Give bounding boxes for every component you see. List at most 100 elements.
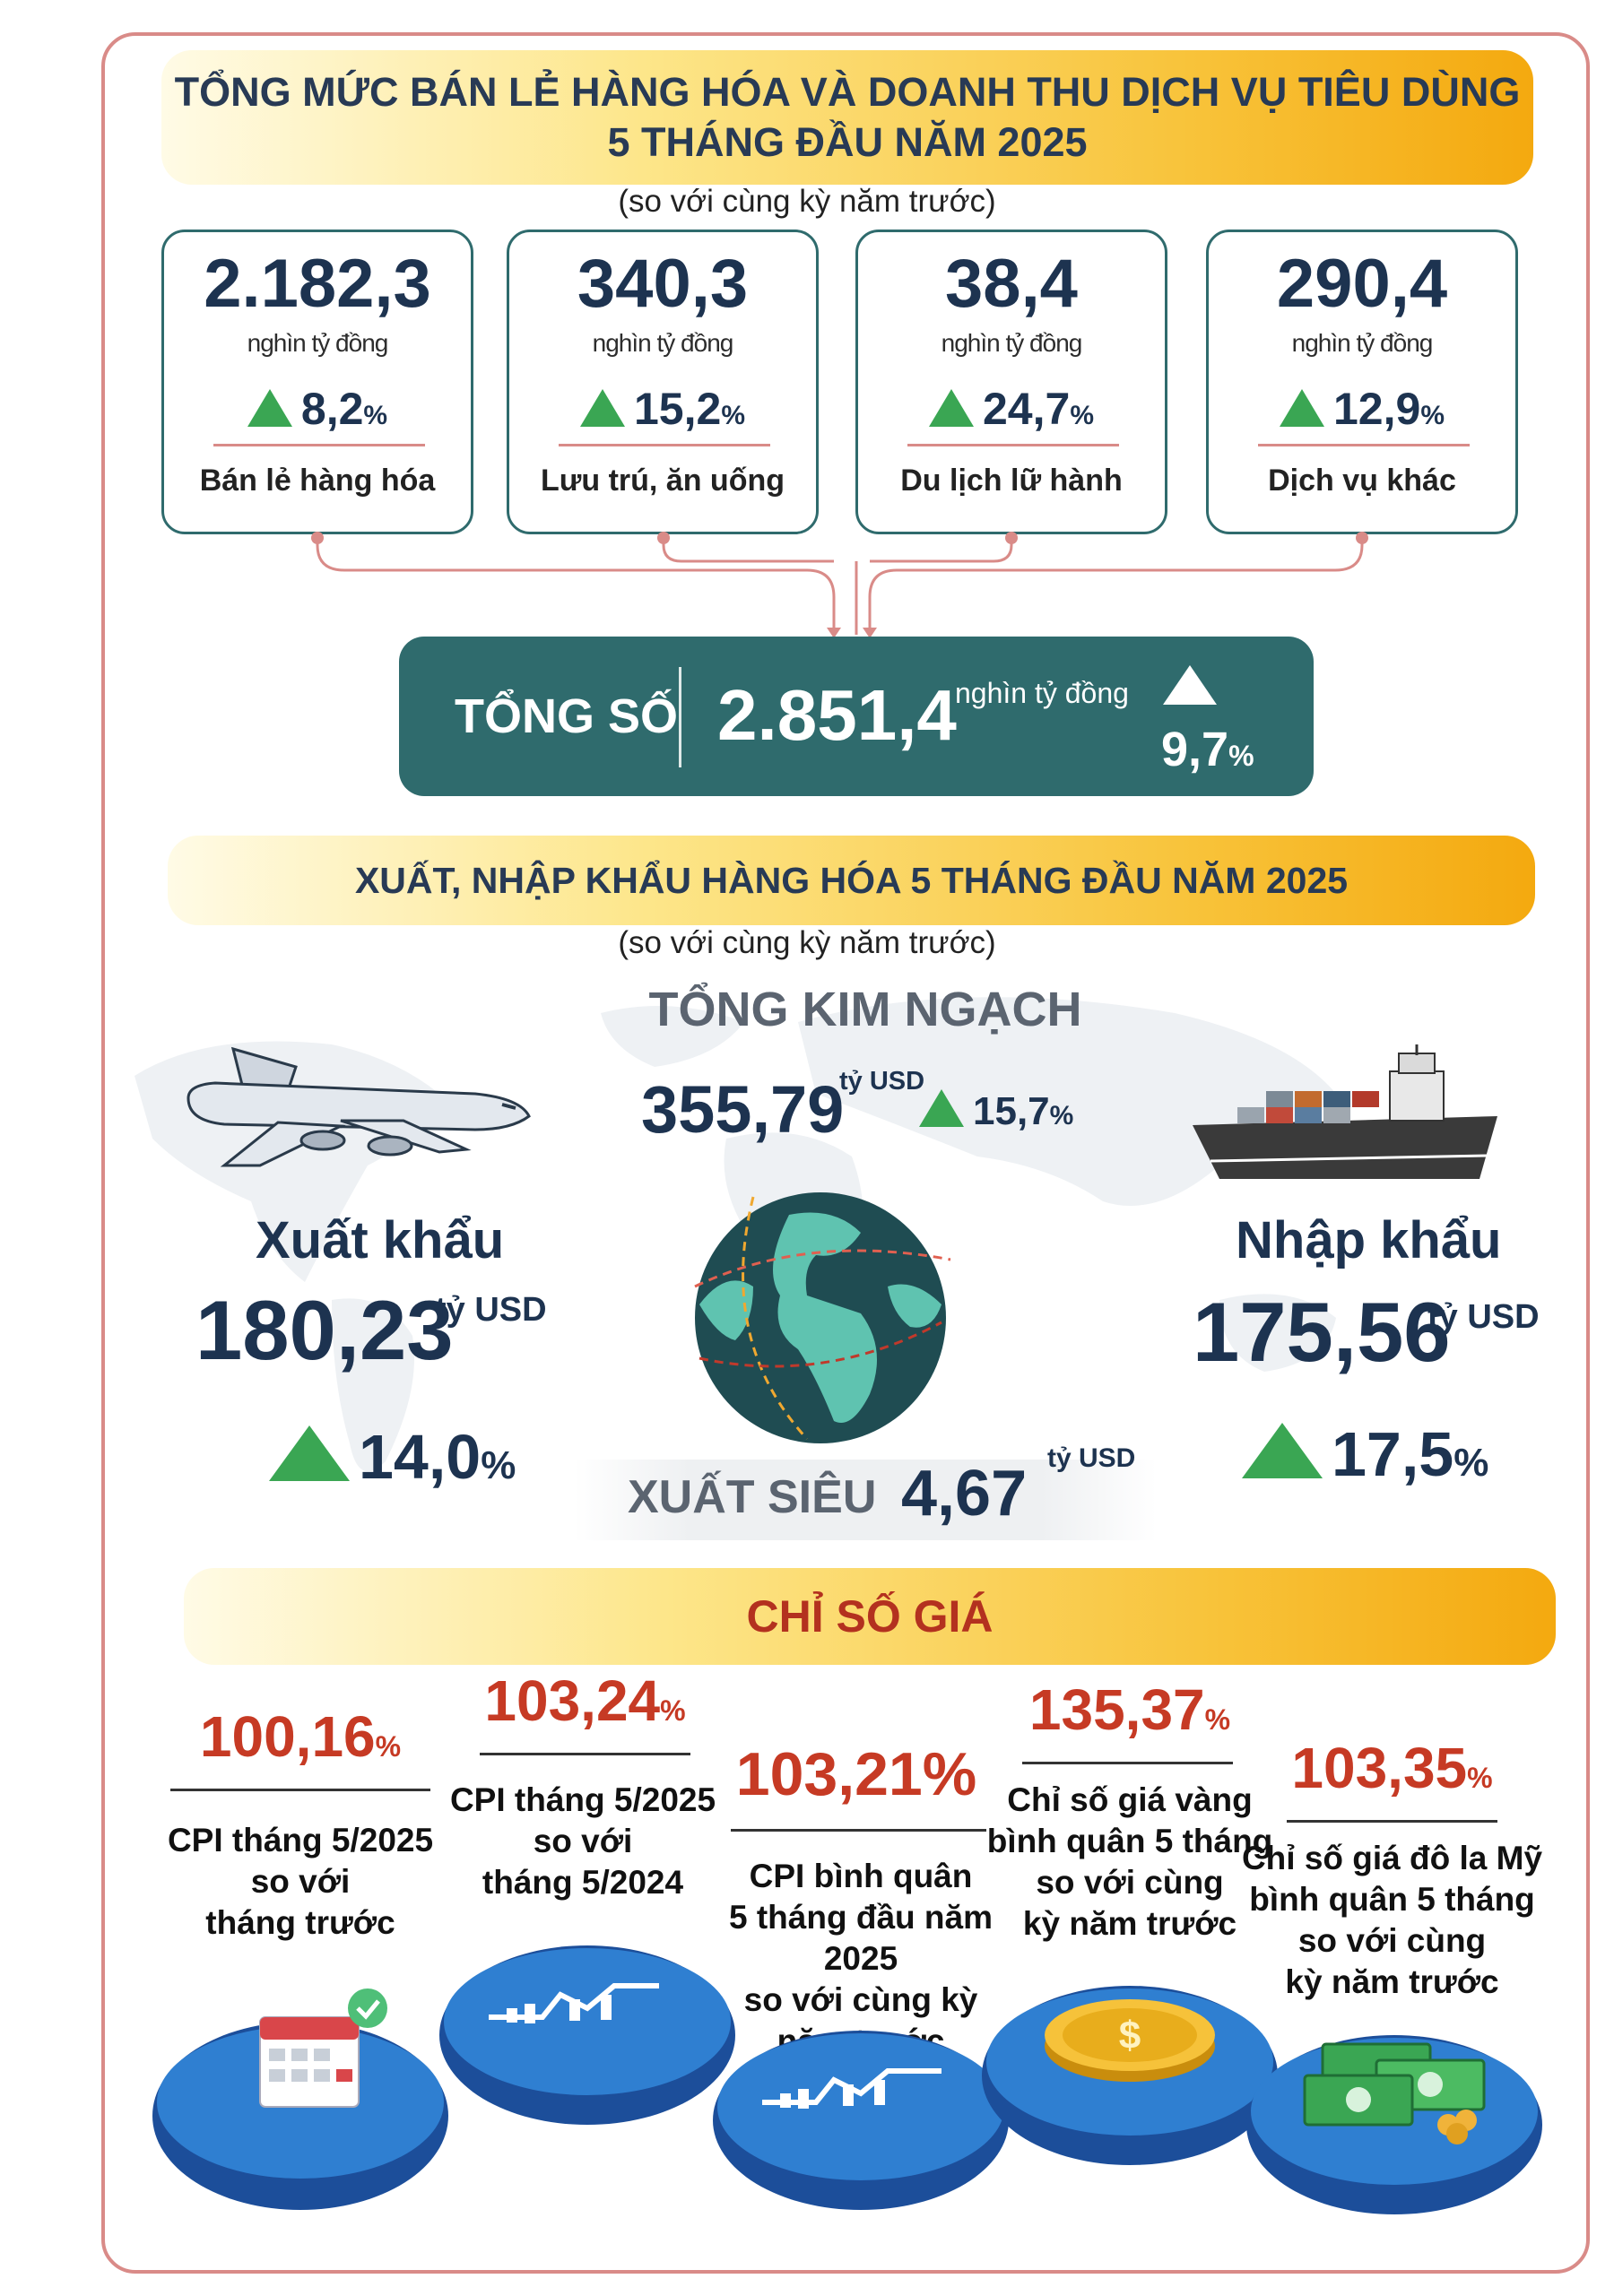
export-pct-value: 14,0 bbox=[359, 1422, 482, 1492]
retail-title-line2: 5 THÁNG ĐẦU NĂM 2025 bbox=[607, 119, 1088, 165]
gold-coin-icon: $ bbox=[1045, 1999, 1215, 2082]
card-unit: nghìn tỷ đồng bbox=[941, 329, 1083, 357]
gold-index-number: 135,37 bbox=[1028, 1677, 1205, 1742]
pct-sign: % bbox=[481, 1443, 516, 1487]
gold-coin-podium: $ bbox=[982, 1986, 1278, 2165]
usd-index-value: 103,35% bbox=[1282, 1735, 1502, 1801]
export-pct: 14,0% bbox=[269, 1421, 516, 1493]
usd-index-number: 103,35 bbox=[1291, 1736, 1468, 1800]
svg-text:$: $ bbox=[1119, 2014, 1141, 2058]
total-separator bbox=[679, 667, 681, 767]
import-pct: 17,5% bbox=[1242, 1418, 1488, 1490]
trade-total-pct: 15,7% bbox=[919, 1089, 1073, 1134]
prices-title-banner: CHỈ SỐ GIÁ bbox=[184, 1568, 1556, 1665]
usd-index-label: Chỉ số giá đô la Mỹ bình quân 5 tháng so… bbox=[1233, 1838, 1551, 2003]
import-value: 175,56 bbox=[1193, 1285, 1451, 1379]
card-label: Lưu trú, ăn uống bbox=[540, 464, 785, 498]
calendar-check-icon bbox=[259, 1988, 387, 2108]
label-line: Chỉ số giá đô la Mỹ bbox=[1241, 1840, 1543, 1876]
connector-lines bbox=[311, 532, 1368, 638]
total-label: TỔNG SỐ bbox=[455, 689, 679, 743]
card-pct-value: 8,2 bbox=[300, 384, 364, 434]
up-arrow-icon bbox=[247, 389, 292, 427]
money-stack-icon bbox=[1303, 2042, 1486, 2144]
calendar-check-podium bbox=[152, 1988, 448, 2210]
label-line: CPI tháng 5/2025 bbox=[449, 1781, 716, 1818]
up-arrow-icon bbox=[919, 1089, 964, 1127]
money-stack-podium bbox=[1246, 2035, 1542, 2214]
pct-sign: % bbox=[660, 1694, 686, 1727]
trade-title-banner: XUẤT, NHẬP KHẨU HÀNG HÓA 5 THÁNG ĐẦU NĂM… bbox=[168, 836, 1535, 925]
retail-title-line1: TỔNG MỨC BÁN LẺ HÀNG HÓA VÀ DOANH THU DỊ… bbox=[174, 69, 1521, 115]
cpi-month-number: 100,16 bbox=[199, 1704, 376, 1769]
label-line: so với bbox=[533, 1823, 633, 1859]
label-line: so với cùng kỳ bbox=[743, 1981, 978, 2018]
label-line: tháng trước bbox=[205, 1904, 395, 1941]
card-pct-value: 12,9 bbox=[1332, 384, 1421, 434]
total-pct: 9,7% bbox=[1161, 722, 1254, 777]
up-arrow-icon bbox=[269, 1425, 350, 1481]
label-line: bình quân 5 tháng bbox=[1249, 1881, 1535, 1918]
surplus-band bbox=[574, 1460, 1157, 1540]
card-unit: nghìn tỷ đồng bbox=[1291, 329, 1434, 357]
surplus-value: 4,67 bbox=[901, 1458, 1028, 1529]
pct-sign: % bbox=[1467, 1762, 1493, 1794]
card-pct: 8,2% bbox=[164, 383, 471, 435]
card-value: 38,4 bbox=[945, 246, 1078, 322]
card-pct-value: 24,7 bbox=[982, 384, 1071, 434]
globe-icon bbox=[694, 1192, 951, 1443]
up-arrow-icon bbox=[928, 389, 974, 427]
card-divider bbox=[907, 444, 1119, 446]
cpi-average-value: 103,21% bbox=[735, 1740, 977, 1808]
label-line: so với cùng bbox=[1036, 1864, 1224, 1901]
total-value: 2.851,4 bbox=[717, 675, 957, 755]
card-pct-value: 15,2 bbox=[633, 384, 722, 434]
pct-sign: % bbox=[375, 1730, 402, 1763]
label-line: 5 tháng đầu năm 2025 bbox=[729, 1899, 993, 1977]
card-unit: nghìn tỷ đồng bbox=[247, 329, 389, 357]
pct-sign: % bbox=[363, 401, 388, 430]
up-arrow-icon bbox=[1163, 665, 1217, 705]
card-divider bbox=[1258, 444, 1470, 446]
import-pct-value: 17,5 bbox=[1332, 1419, 1454, 1489]
cpi-yoy-label: CPI tháng 5/2025 so với tháng 5/2024 bbox=[444, 1780, 722, 1903]
up-arrow-icon bbox=[1242, 1423, 1323, 1478]
card-value: 2.182,3 bbox=[204, 246, 431, 322]
trade-total-unit: tỷ USD bbox=[839, 1067, 925, 1096]
card-label: Dịch vụ khác bbox=[1268, 464, 1456, 498]
import-label: Nhập khẩu bbox=[1236, 1211, 1502, 1269]
pct-sign: % bbox=[1453, 1441, 1489, 1485]
total-unit: nghìn tỷ đồng bbox=[955, 677, 1129, 709]
card-pct: 12,9% bbox=[1209, 383, 1515, 435]
airplane-icon bbox=[187, 1046, 531, 1167]
retail-subtitle: (so với cùng kỳ năm trước) bbox=[618, 184, 996, 219]
divider bbox=[1287, 1820, 1497, 1823]
pct-sign: % bbox=[721, 401, 745, 430]
total-pct-value: 9,7 bbox=[1161, 723, 1229, 776]
export-unit: tỷ USD bbox=[435, 1291, 547, 1329]
pct-sign: % bbox=[1228, 740, 1254, 772]
import-unit: tỷ USD bbox=[1427, 1298, 1540, 1336]
divider bbox=[170, 1789, 430, 1791]
divider bbox=[731, 1829, 986, 1832]
card-pct: 24,7% bbox=[858, 383, 1165, 435]
pct-sign: % bbox=[1204, 1703, 1231, 1736]
card-divider bbox=[559, 444, 770, 446]
cpi-month-label: CPI tháng 5/2025 so với tháng trước bbox=[143, 1820, 457, 1944]
cpi-yoy-number: 103,24 bbox=[484, 1668, 661, 1733]
gold-index-label: Chỉ số giá vàng bình quân 5 tháng so với… bbox=[973, 1780, 1287, 1945]
retail-card-goods: 2.182,3 nghìn tỷ đồng 8,2% Bán lẻ hàng h… bbox=[161, 230, 473, 534]
retail-card-travel: 38,4 nghìn tỷ đồng 24,7% Du lịch lữ hành bbox=[855, 230, 1167, 534]
label-line: bình quân 5 tháng bbox=[986, 1823, 1273, 1859]
card-value: 340,3 bbox=[577, 246, 749, 322]
up-arrow-icon bbox=[1279, 389, 1324, 427]
pct-sign: % bbox=[1049, 1101, 1074, 1131]
retail-card-accommodation: 340,3 nghìn tỷ đồng 15,2% Lưu trú, ăn uố… bbox=[507, 230, 819, 534]
retail-card-other-services: 290,4 nghìn tỷ đồng 12,9% Dịch vụ khác bbox=[1206, 230, 1518, 534]
card-label: Du lịch lữ hành bbox=[900, 464, 1123, 498]
pct-sign: % bbox=[1070, 401, 1094, 430]
trade-total-value: 355,79 bbox=[641, 1072, 845, 1147]
chart-podium-1 bbox=[439, 1945, 735, 2125]
cpi-yoy-value: 103,24% bbox=[480, 1668, 690, 1734]
label-line: so với cùng bbox=[1297, 1922, 1487, 1959]
